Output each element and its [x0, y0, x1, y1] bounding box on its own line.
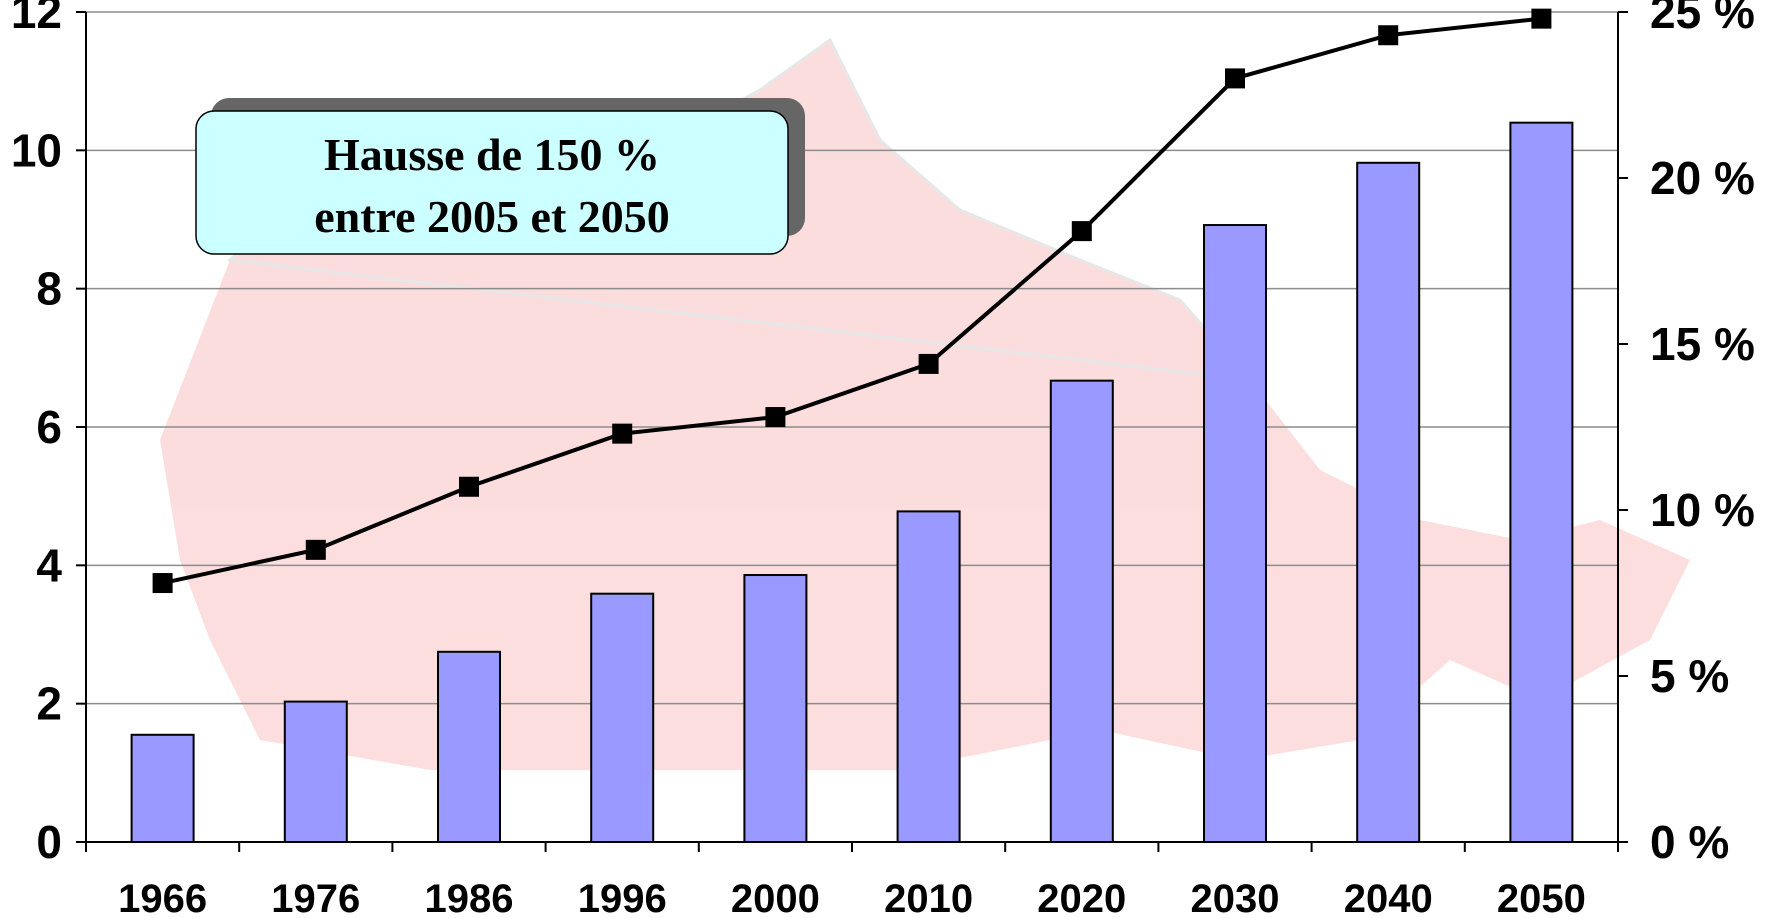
- x-tick-label-2010: 2010: [884, 877, 973, 918]
- line-marker-1996: [612, 423, 633, 444]
- x-tick-label-1996: 1996: [578, 877, 667, 918]
- right-tick-label-4: 20 %: [1650, 152, 1755, 204]
- line-series: [152, 8, 1552, 594]
- x-tick-label-2040: 2040: [1344, 877, 1433, 918]
- x-tick-label-2000: 2000: [731, 877, 820, 918]
- line-marker-2030: [1225, 68, 1245, 89]
- annotation-callout: Hausse de 150 % entre 2005 et 2050: [195, 98, 805, 255]
- right-tick-label-3: 15 %: [1650, 318, 1755, 370]
- line-marker-1986: [459, 476, 479, 497]
- axes: [76, 11, 1628, 852]
- line-marker-1976: [305, 539, 326, 560]
- line-marker-2040: [1378, 25, 1399, 46]
- bar-1986: [437, 650, 501, 844]
- bar-2040: [1356, 161, 1421, 844]
- line-marker-1966: [152, 573, 173, 594]
- line-marker-2000: [765, 407, 786, 428]
- callout-line-2: entre 2005 et 2050: [314, 191, 670, 242]
- tick-labels: 0 2 4 6 8 10 12 0 % 5 % 10 % 15 % 20 % 25 % 1966 1976 1…: [11, 0, 1755, 918]
- left-tick-label-3: 6: [36, 401, 62, 453]
- bar-2050: [1509, 121, 1574, 843]
- bar-1966: [130, 733, 195, 844]
- callout-box: [195, 110, 789, 255]
- left-tick-label-6: 12: [11, 0, 62, 38]
- line-marker-2020: [1071, 221, 1092, 242]
- x-tick-label-2020: 2020: [1037, 877, 1126, 918]
- left-tick-label-4: 8: [36, 263, 62, 315]
- right-tick-label-5: 25 %: [1650, 0, 1755, 38]
- right-tick-label-1: 5 %: [1650, 650, 1729, 702]
- bar-2030: [1203, 224, 1267, 844]
- left-tick-label-1: 2: [36, 678, 62, 730]
- left-tick-label-5: 10: [11, 124, 62, 176]
- left-tick-label-2: 4: [36, 539, 62, 591]
- right-tick-label-2: 10 %: [1650, 484, 1755, 536]
- x-tick-label-2030: 2030: [1191, 877, 1280, 918]
- x-tick-label-1976: 1976: [271, 877, 360, 918]
- x-tick-label-1986: 1986: [425, 877, 514, 918]
- left-tick-label-0: 0: [36, 816, 62, 868]
- line-marker-2050: [1531, 8, 1552, 29]
- x-tick-label-1966: 1966: [118, 877, 207, 918]
- right-tick-label-0: 0 %: [1650, 816, 1729, 868]
- line-path: [162, 16, 1542, 585]
- bar-2000: [743, 574, 808, 843]
- x-tick-label-2050: 2050: [1497, 877, 1586, 918]
- line-marker-2010: [918, 353, 939, 374]
- callout-line-1: Hausse de 150 %: [324, 129, 660, 180]
- bar-1996: [590, 592, 655, 843]
- bar-series: [130, 121, 1574, 844]
- bar-2020: [1049, 379, 1114, 843]
- bar-1976: [283, 700, 348, 844]
- bar-2010: [896, 510, 961, 843]
